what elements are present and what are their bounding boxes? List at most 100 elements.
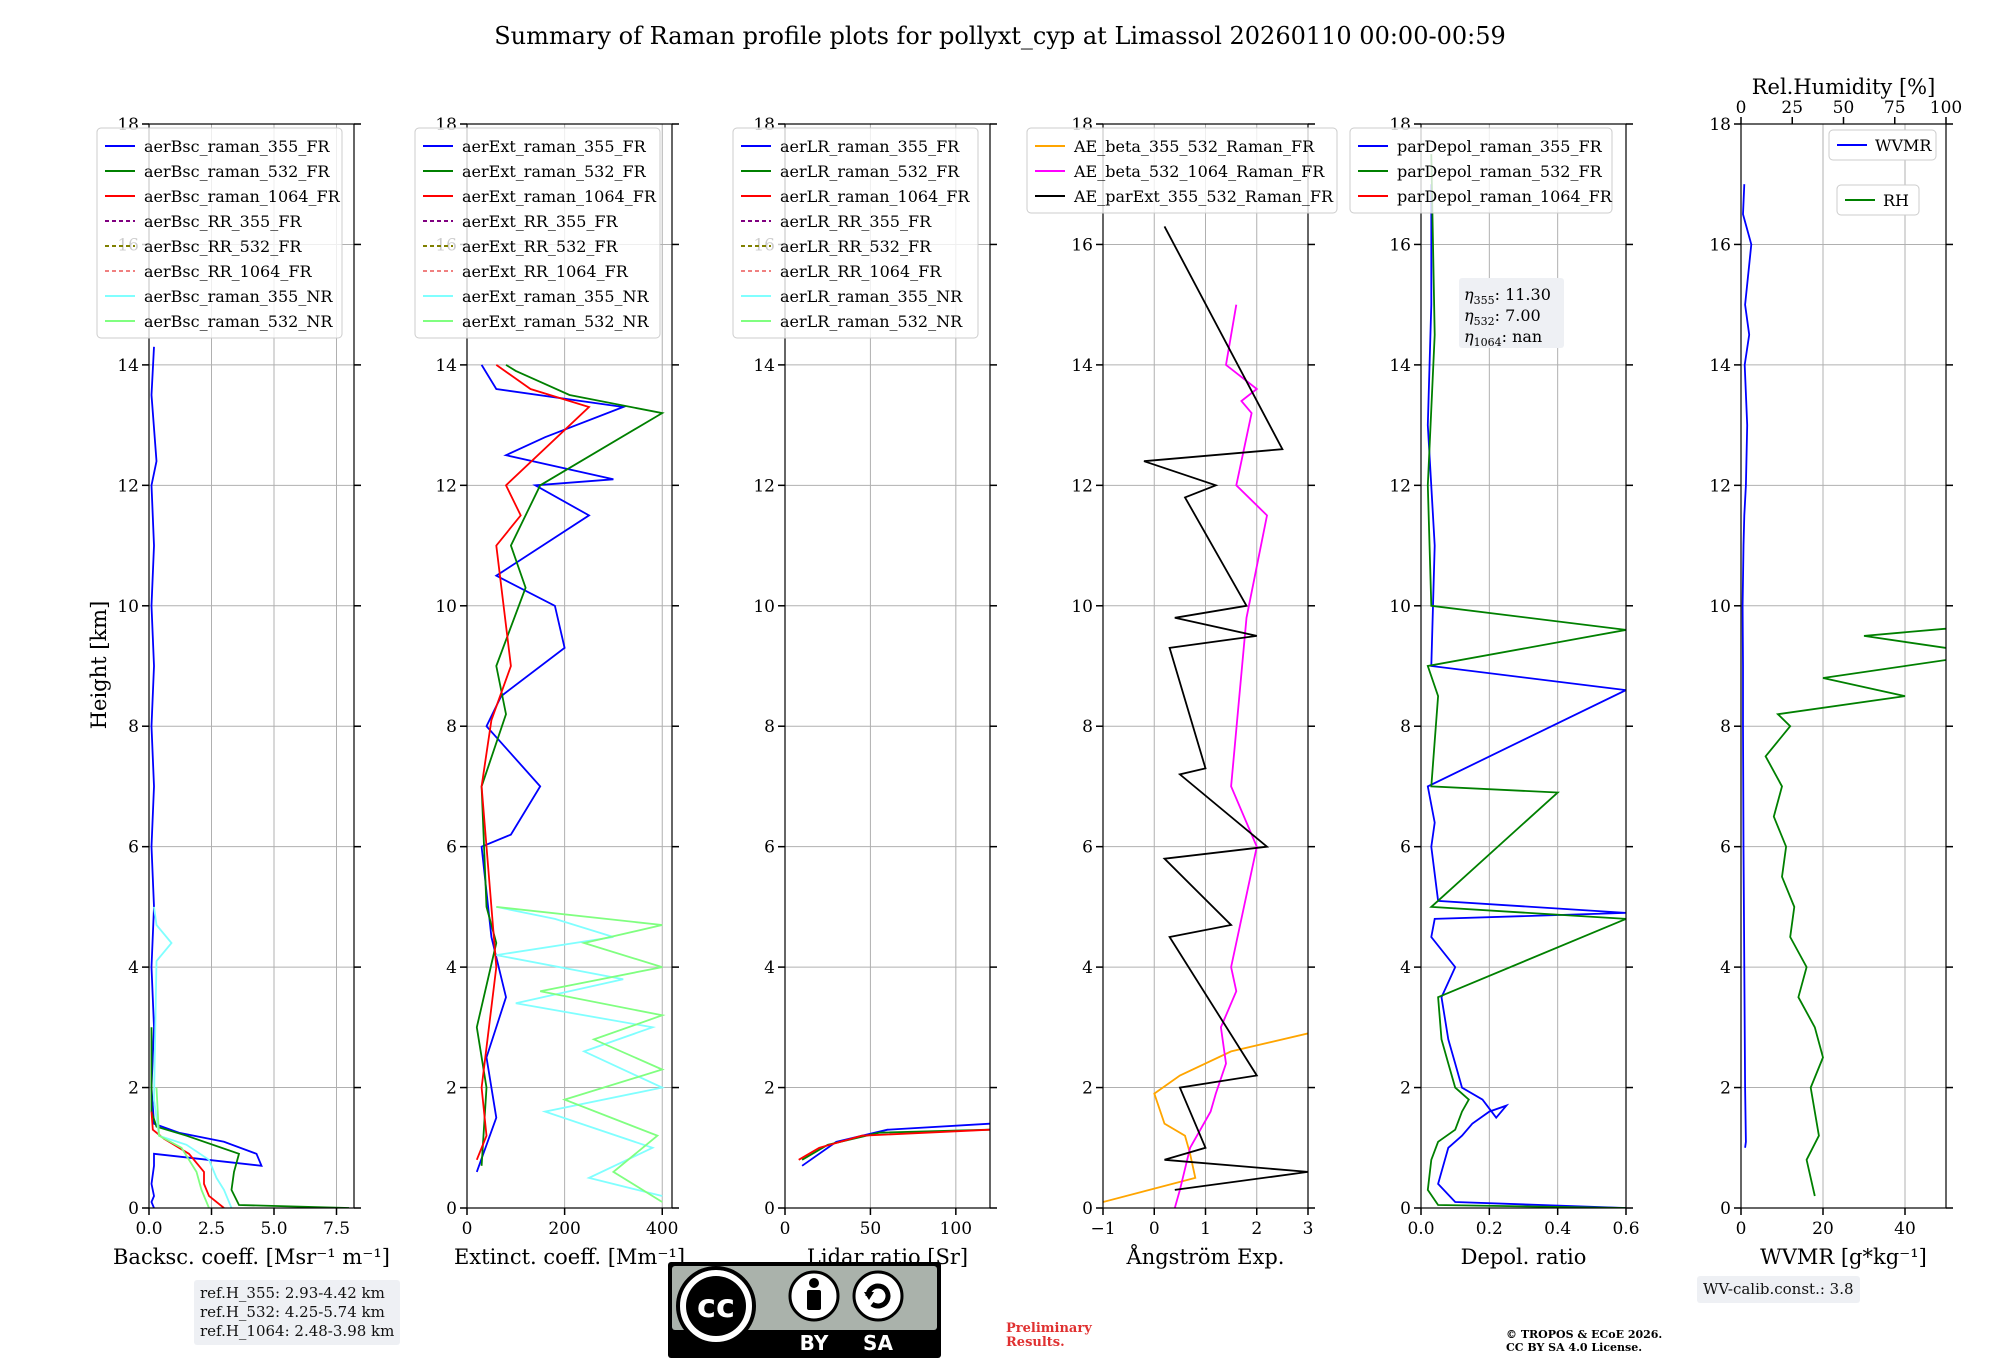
y-tick-label: 8 (1400, 717, 1411, 737)
series-aerExt_raman_355_FR (475, 364, 627, 1173)
preliminary-line1: Preliminary (1006, 1321, 1092, 1336)
copyright-line2: CC BY SA 4.0 License. (1506, 1341, 1643, 1354)
legend-box (414, 127, 661, 339)
legend-entry: AE_beta_532_1064_Raman_FR (1073, 162, 1325, 181)
x-tick-label: 0.6 (1612, 1219, 1639, 1239)
series-AE_parExt_355_532_Raman_FR (1143, 225, 1308, 1191)
y-tick-label: 18 (1709, 115, 1731, 135)
y-tick-label: 10 (435, 597, 457, 617)
y-tick-label: 4 (1082, 958, 1093, 978)
legend-entry: aerExt_RR_355_FR (462, 212, 619, 231)
x-tick-label: 100 (940, 1219, 972, 1239)
x-tick-label: 0.0 (1407, 1219, 1434, 1239)
legend-entry: parDepol_raman_532_FR (1397, 162, 1603, 181)
legend-box-wvmr (1828, 129, 1937, 161)
y-tick-label: 2 (1400, 1079, 1411, 1099)
legend-entry: aerExt_RR_1064_FR (462, 262, 629, 281)
y-tick-label: 12 (435, 476, 457, 496)
top-x-tick-label: 100 (1930, 98, 1962, 118)
y-tick-label: 4 (1400, 958, 1411, 978)
x-tick-label: 200 (548, 1219, 580, 1239)
legend-entry: aerExt_raman_355_NR (462, 287, 650, 306)
eta-annotation-box (1459, 278, 1564, 348)
y-tick-label: 4 (764, 958, 775, 978)
y-tick-label: 0 (128, 1199, 139, 1219)
x-axis-label: Extinct. coeff. [Mm⁻¹] (454, 1245, 685, 1269)
plot-frame (784, 123, 991, 1209)
legend-entry: aerBsc_raman_355_NR (144, 287, 333, 306)
preliminary-line2: Results. (1006, 1335, 1065, 1350)
y-tick-label: 0 (764, 1199, 775, 1219)
series-parDepol_raman_532_FR (1426, 154, 1626, 1208)
plot-frame (1740, 123, 1947, 1209)
eta-annotation: η532: 7.00 (1464, 306, 1541, 328)
series-aerBsc_raman_532_FR (150, 1027, 350, 1208)
y-tick-label: 6 (128, 838, 139, 858)
legend-entry: aerBsc_RR_1064_FR (144, 262, 313, 281)
series-WVMR (1741, 184, 1753, 1148)
y-tick-label: 10 (117, 597, 139, 617)
legend-entry: aerLR_raman_532_FR (780, 162, 960, 181)
y-tick-label: 4 (128, 958, 139, 978)
legend-box (732, 127, 979, 339)
y-axis-label: Height [km] (87, 601, 111, 730)
y-tick-label: 14 (1071, 356, 1093, 376)
y-tick-label: 14 (1709, 356, 1731, 376)
eta-annotation: η355: 11.30 (1464, 285, 1551, 307)
legend-entry: aerExt_raman_355_FR (462, 137, 647, 156)
legend-entry: aerLR_RR_1064_FR (780, 262, 942, 281)
y-tick-label: 8 (128, 717, 139, 737)
y-tick-label: 4 (446, 958, 457, 978)
ref-height-532: ref.H_532: 4.25-5.74 km (200, 1303, 385, 1321)
y-tick-label: 0 (1082, 1199, 1093, 1219)
legend-entry: aerBsc_RR_355_FR (144, 212, 302, 231)
y-tick-label: 12 (117, 476, 139, 496)
legend-entry: aerLR_raman_355_NR (780, 287, 963, 306)
legend-entry: aerBsc_raman_532_NR (144, 312, 333, 331)
wv-calibration-box: WV-calib.const.: 3.8 (1697, 1276, 1860, 1303)
y-tick-label: 2 (128, 1079, 139, 1099)
eta-annotation: η1064: nan (1464, 327, 1542, 349)
y-tick-label: 14 (117, 356, 139, 376)
y-tick-label: 6 (764, 838, 775, 858)
series-AE_beta_355_532_Raman_FR (1103, 1032, 1308, 1203)
series-aerExt_raman_532_FR (475, 364, 665, 1166)
top-axis-label: Rel.Humidity [%] (1752, 75, 1936, 99)
legend-entry: aerExt_raman_532_FR (462, 162, 647, 181)
figure-title: Summary of Raman profile plots for polly… (494, 22, 1506, 50)
y-tick-label: 14 (435, 356, 457, 376)
y-tick-label: 14 (1389, 356, 1411, 376)
y-tick-label: 6 (1400, 838, 1411, 858)
y-tick-label: 2 (1082, 1079, 1093, 1099)
y-tick-label: 10 (1071, 597, 1093, 617)
y-tick-label: 0 (1400, 1199, 1411, 1219)
x-axis-label: Depol. ratio (1461, 1245, 1587, 1269)
x-tick-label: 0.4 (1544, 1219, 1571, 1239)
x-tick-label: 3 (1303, 1219, 1314, 1239)
legend-entry: parDepol_raman_355_FR (1397, 137, 1603, 156)
share-alike-icon (852, 1270, 904, 1322)
y-tick-label: 6 (446, 838, 457, 858)
x-tick-label: 1 (1200, 1219, 1211, 1239)
reference-height-box: ref.H_355: 2.93-4.42 km ref.H_532: 4.25-… (194, 1280, 401, 1345)
legend-entry: AE_beta_355_532_Raman_FR (1073, 137, 1315, 156)
legend-entry: RH (1883, 191, 1909, 210)
x-tick-label: 20 (1812, 1219, 1834, 1239)
series-RH (1764, 604, 1946, 1197)
y-tick-label: 16 (1389, 235, 1411, 255)
series-AE_beta_532_1064_Raman_FR (1173, 304, 1268, 1208)
top-x-tick-label: 0 (1736, 98, 1747, 118)
x-tick-label: 50 (860, 1219, 882, 1239)
x-tick-label: 0 (1736, 1219, 1747, 1239)
series-aerBsc_raman_355_NR (153, 906, 233, 1208)
panel-2: 0246810121416180200400Extinct. coeff. [M… (414, 115, 685, 1269)
legend-entry: WVMR (1875, 136, 1932, 155)
y-tick-label: 12 (1389, 476, 1411, 496)
y-tick-label: 0 (446, 1199, 457, 1219)
panel-3: 024681012141618050100Lidar ratio [Sr]aer… (732, 115, 997, 1269)
x-tick-label: 0.2 (1476, 1219, 1503, 1239)
x-axis-label: Backsc. coeff. [Msr⁻¹ m⁻¹] (113, 1245, 390, 1269)
